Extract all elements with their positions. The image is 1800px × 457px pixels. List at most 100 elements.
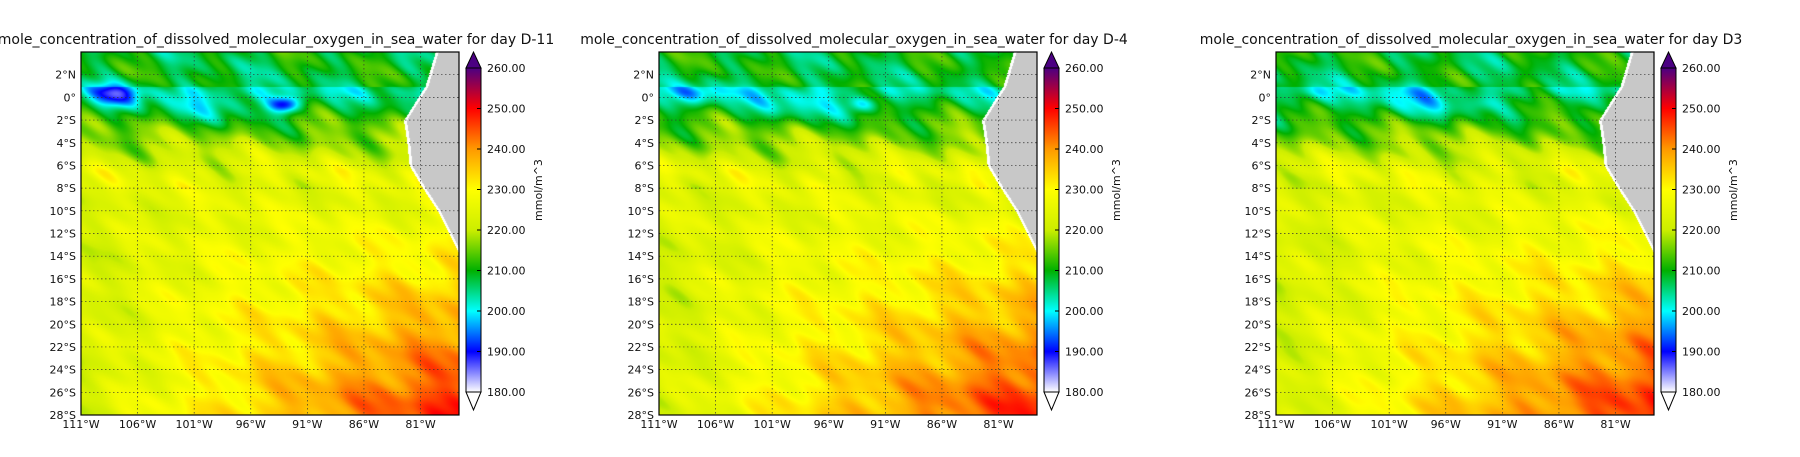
lon-tick-label: 111°W (1257, 418, 1294, 431)
colorbar-extend-max-arrow (1043, 50, 1060, 69)
lon-tick-label: 96°W (814, 418, 844, 431)
lat-tick-label: 14°S (50, 250, 76, 263)
colorbar-tick-label: 240.00 (487, 143, 526, 156)
lat-tick-label: 6°S (1252, 159, 1271, 172)
map-axes: mole_concentration_of_dissolved_molecula… (580, 32, 1128, 431)
colorbar-tick-label: 240.00 (1065, 143, 1104, 156)
lat-tick-label: 0° (642, 91, 655, 104)
lat-tick-label: 16°S (50, 273, 76, 286)
lat-tick-label: 10°S (1245, 205, 1271, 218)
lat-tick-label: 26°S (628, 386, 654, 399)
colorbar-tick-label: 250.00 (1065, 103, 1104, 116)
colorbar-tick-label: 240.00 (1682, 143, 1721, 156)
colorbar-tick-label: 200.00 (487, 305, 526, 318)
lat-tick-label: 18°S (628, 296, 654, 309)
colorbar-tick-label: 190.00 (487, 346, 526, 359)
lat-tick-label: 4°S (57, 137, 76, 150)
lon-tick-label: 81°W (405, 418, 435, 431)
colorbar-tick-label: 230.00 (1682, 184, 1721, 197)
lon-tick-label: 86°W (349, 418, 379, 431)
lat-tick-label: 28°S (628, 409, 654, 422)
lon-tick-label: 111°W (640, 418, 677, 431)
lat-tick-label: 0° (64, 91, 77, 104)
lat-tick-label: 16°S (1245, 273, 1271, 286)
colorbar-tick-label: 180.00 (487, 386, 526, 399)
colorbar-tick-label: 190.00 (1682, 346, 1721, 359)
colorbar-tick-label: 210.00 (1065, 265, 1104, 278)
lon-tick-label: 91°W (292, 418, 322, 431)
colorbar-extend-max-arrow (1660, 50, 1677, 69)
colorbar-tick-label: 200.00 (1065, 305, 1104, 318)
lat-tick-label: 12°S (628, 228, 654, 241)
lon-tick-label: 106°W (1314, 418, 1351, 431)
lat-tick-label: 20°S (50, 318, 76, 331)
map-panel-d-4: mole_concentration_of_dissolved_molecula… (578, 0, 1178, 457)
lon-tick-label: 101°W (175, 418, 212, 431)
lon-tick-label: 91°W (870, 418, 900, 431)
colorbar-tick-label: 190.00 (1065, 346, 1104, 359)
lat-tick-label: 10°S (628, 205, 654, 218)
colorbar-extend-min-arrow (1043, 391, 1060, 412)
map-title: mole_concentration_of_dissolved_molecula… (1200, 32, 1743, 48)
lat-tick-label: 24°S (628, 364, 654, 377)
colorbar-tick-label: 180.00 (1682, 386, 1721, 399)
lon-tick-label: 86°W (927, 418, 957, 431)
lat-tick-label: 6°S (57, 159, 76, 172)
lat-tick-label: 24°S (50, 364, 76, 377)
colorbar-tick-label: 210.00 (487, 265, 526, 278)
colorbar-tick-label: 220.00 (1065, 224, 1104, 237)
lat-tick-label: 14°S (1245, 250, 1271, 263)
lat-tick-label: 8°S (1252, 182, 1271, 195)
lat-tick-label: 4°S (635, 137, 654, 150)
lat-tick-label: 6°S (635, 159, 654, 172)
lat-tick-label: 22°S (1245, 341, 1271, 354)
colorbar-tick-label: 230.00 (487, 184, 526, 197)
colorbar-tick-label: 250.00 (1682, 103, 1721, 116)
lon-tick-label: 81°W (983, 418, 1013, 431)
lon-tick-label: 106°W (697, 418, 734, 431)
lat-tick-label: 22°S (50, 341, 76, 354)
lat-tick-label: 24°S (1245, 364, 1271, 377)
colorbar-tick-label: 180.00 (1065, 386, 1104, 399)
colorbar-tick-label: 210.00 (1682, 265, 1721, 278)
lat-tick-label: 2°S (1252, 114, 1271, 127)
lat-tick-label: 20°S (628, 318, 654, 331)
colorbar-extend-min-arrow (1660, 391, 1677, 412)
lat-tick-label: 2°N (633, 69, 654, 82)
lat-tick-label: 8°S (635, 182, 654, 195)
colorbar-tick-label: 230.00 (1065, 184, 1104, 197)
map-axes: mole_concentration_of_dissolved_molecula… (1200, 32, 1743, 431)
lon-tick-label: 86°W (1544, 418, 1574, 431)
colorbar-tick-label: 260.00 (1065, 62, 1104, 75)
map-panel-d3: mole_concentration_of_dissolved_molecula… (1195, 0, 1795, 457)
map-title: mole_concentration_of_dissolved_molecula… (580, 32, 1128, 48)
map-frame (658, 51, 1038, 416)
colorbar-tick-label: 260.00 (1682, 62, 1721, 75)
colorbar-tick-label: 220.00 (1682, 224, 1721, 237)
map-title: mole_concentration_of_dissolved_molecula… (0, 32, 554, 48)
lat-tick-label: 28°S (50, 409, 76, 422)
lat-tick-label: 12°S (1245, 228, 1271, 241)
colorbar-unit-label: mmol/m^3 (532, 159, 545, 221)
lat-tick-label: 28°S (1245, 409, 1271, 422)
lon-tick-label: 96°W (1431, 418, 1461, 431)
lat-tick-label: 16°S (628, 273, 654, 286)
lat-tick-label: 8°S (57, 182, 76, 195)
lat-tick-label: 2°S (57, 114, 76, 127)
lat-tick-label: 10°S (50, 205, 76, 218)
lat-tick-label: 20°S (1245, 318, 1271, 331)
map-frame (1275, 51, 1655, 416)
colorbar-extend-min-arrow (465, 391, 482, 412)
lat-tick-label: 18°S (50, 296, 76, 309)
lat-tick-label: 26°S (50, 386, 76, 399)
map-frame (80, 51, 460, 416)
lon-tick-label: 101°W (1370, 418, 1407, 431)
lon-tick-label: 81°W (1600, 418, 1630, 431)
lon-tick-label: 106°W (119, 418, 156, 431)
colorbar-unit-label: mmol/m^3 (1110, 159, 1123, 221)
lon-tick-label: 101°W (753, 418, 790, 431)
lon-tick-label: 96°W (236, 418, 266, 431)
lat-tick-label: 12°S (50, 228, 76, 241)
lat-tick-label: 2°N (55, 69, 76, 82)
lat-tick-label: 4°S (1252, 137, 1271, 150)
